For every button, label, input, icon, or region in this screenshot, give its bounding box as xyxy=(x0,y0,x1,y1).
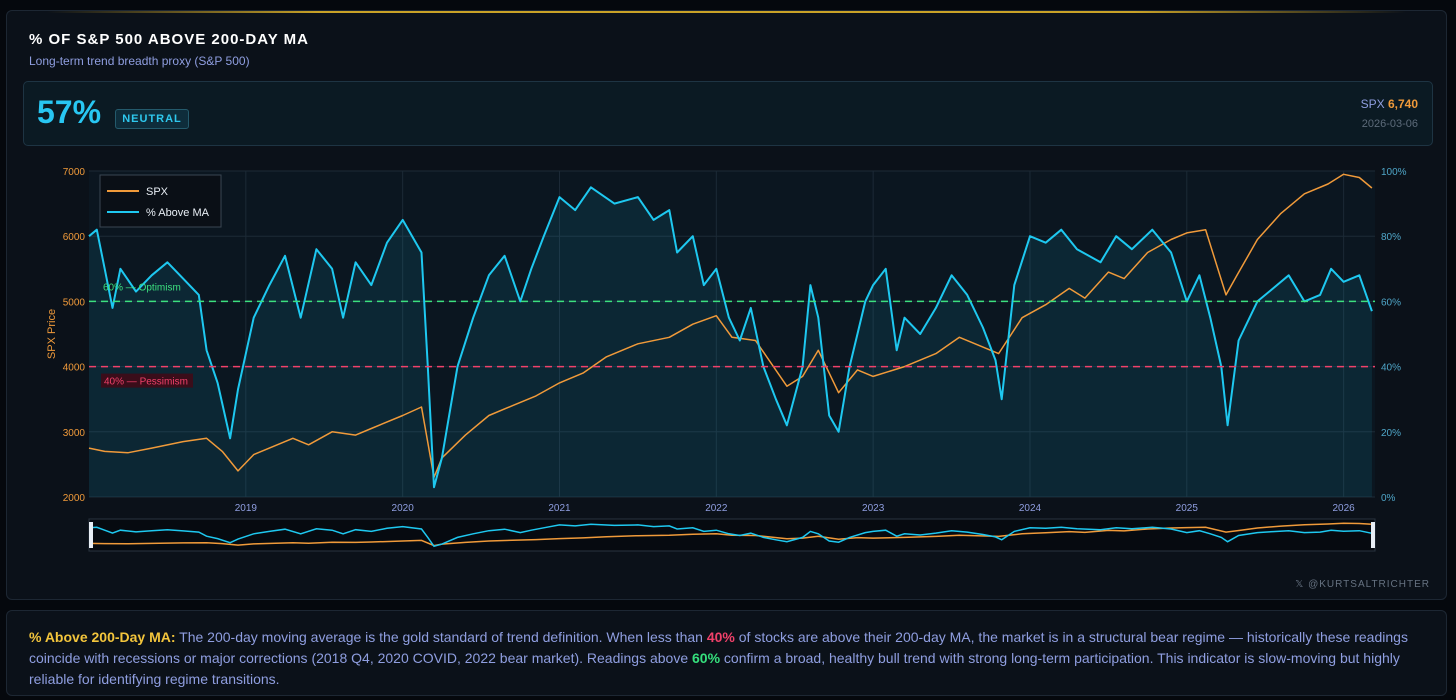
right-tick-label: 100% xyxy=(1381,167,1407,178)
right-tick-label: 80% xyxy=(1381,232,1401,243)
spx-label: SPX xyxy=(1360,97,1385,111)
x-tick-label: 2021 xyxy=(548,503,571,514)
navigator-handle-left xyxy=(89,522,93,548)
spx-readout: SPX 6,740 xyxy=(1361,97,1418,111)
page-subtitle: Long-term trend breadth proxy (S&P 500) xyxy=(29,54,250,68)
left-tick-label: 5000 xyxy=(63,297,86,308)
left-tick-label: 2000 xyxy=(63,493,86,504)
x-tick-label: 2025 xyxy=(1176,503,1199,514)
right-tick-label: 40% xyxy=(1381,363,1401,374)
legend-label-pct: % Above MA xyxy=(146,207,210,219)
right-tick-label: 20% xyxy=(1381,428,1401,439)
pct-above-ma-series-line xyxy=(88,186,1373,489)
pessimism-label-bg xyxy=(101,373,193,388)
x-tick-label: 2024 xyxy=(1019,503,1042,514)
threshold-60: 60% xyxy=(692,650,721,666)
x-tick-label: 2022 xyxy=(705,503,728,514)
spx-value: 6,740 xyxy=(1387,97,1418,111)
as-of-date: 2026-03-06 xyxy=(1361,118,1418,130)
navigator-pct-line xyxy=(88,523,1373,548)
navigator-handle-right xyxy=(1371,522,1375,548)
stat-card: 57% NEUTRAL SPX 6,740 2026-03-06 xyxy=(23,81,1433,146)
explanation-lead: % Above 200-Day MA: xyxy=(29,629,176,645)
status-badge: NEUTRAL xyxy=(115,109,189,129)
left-tick-label: 7000 xyxy=(63,167,86,178)
x-logo-icon: 𝕏 xyxy=(1295,579,1309,590)
credit-handle: @KURTSALTRICHTER xyxy=(1308,579,1430,590)
optimism-label: 60% — Optimism xyxy=(103,282,181,293)
left-tick-label: 4000 xyxy=(63,363,86,374)
right-tick-label: 0% xyxy=(1381,493,1396,504)
left-tick-label: 3000 xyxy=(63,428,86,439)
explanation-text-1: The 200-day moving average is the gold s… xyxy=(175,629,707,645)
explanation-text-2: of stocks are above their 200-day MA, th… xyxy=(29,629,1408,666)
legend-box xyxy=(99,174,222,228)
x-tick-label: 2026 xyxy=(1333,503,1356,514)
threshold-40: 40% xyxy=(706,629,735,645)
x-tick-label: 2019 xyxy=(235,503,258,514)
current-value: 57% xyxy=(37,94,102,130)
page-title: % OF S&P 500 ABOVE 200-DAY MA xyxy=(29,31,309,48)
explanation-text-3: confirm a broad, healthy bull trend with… xyxy=(29,650,1400,687)
y-axis-label: SPX Price xyxy=(46,309,58,359)
breadth-chart[interactable]: 2019 2020 2021 2022 2023 2024 2025 2026 2000 3000… xyxy=(7,161,1447,556)
x-tick-label: 2020 xyxy=(392,503,415,514)
chart-panel: % OF S&P 500 ABOVE 200-DAY MA Long-term … xyxy=(6,10,1447,600)
pessimism-label: 40% — Pessimism xyxy=(104,377,188,388)
spx-series-line xyxy=(88,173,1373,479)
x-credit: 𝕏 @KURTSALTRICHTER xyxy=(1295,579,1430,590)
x-tick-label: 2023 xyxy=(862,503,885,514)
legend-label-spx: SPX xyxy=(146,186,169,198)
right-tick-label: 60% xyxy=(1381,297,1401,308)
pct-area-fill xyxy=(89,187,1372,498)
accent-line xyxy=(47,11,1406,13)
left-tick-label: 6000 xyxy=(63,232,86,243)
explanation-panel: % Above 200-Day MA: The 200-day moving a… xyxy=(6,610,1447,696)
